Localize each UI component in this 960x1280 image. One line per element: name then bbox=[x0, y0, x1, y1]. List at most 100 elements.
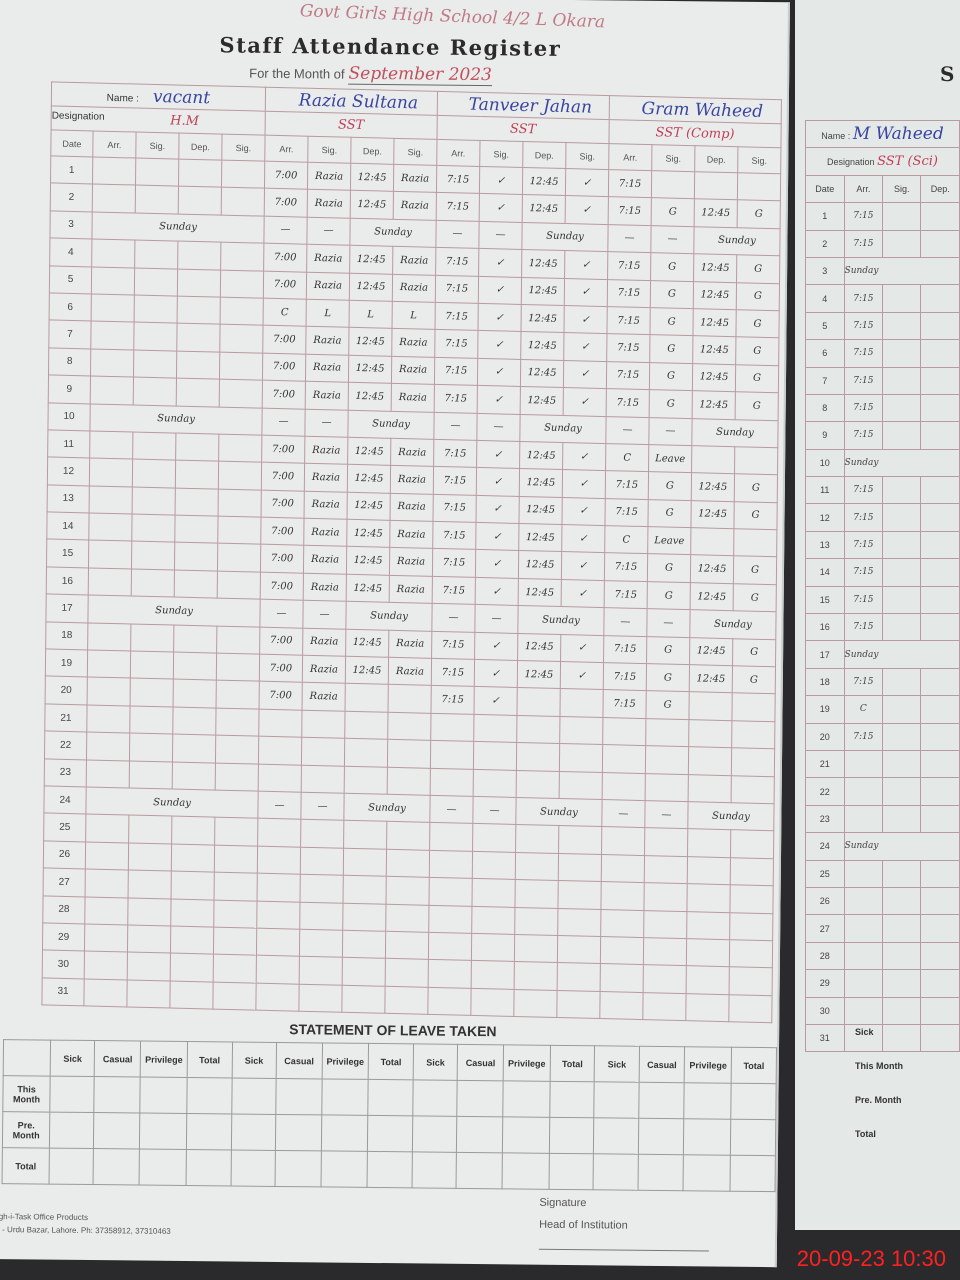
attendance-cell: 7:15 bbox=[435, 247, 479, 276]
attendance-cell bbox=[131, 541, 175, 570]
attendance-cell bbox=[129, 760, 173, 790]
attendance-cell bbox=[428, 932, 472, 961]
attendance-cell: 12:45 bbox=[521, 277, 565, 306]
attendance-cell bbox=[257, 845, 301, 875]
page2-attendance-table: Name : M Waheed Designation SST (Sci) Date… bbox=[805, 119, 960, 1053]
leave-cell bbox=[49, 1148, 94, 1185]
page2-header-row: Date Arr. Sig. Dep. bbox=[805, 174, 960, 204]
page2-sig-header: Sig. bbox=[882, 174, 922, 204]
attendance-cell: G bbox=[645, 691, 690, 720]
leave-col-header: Total bbox=[368, 1043, 414, 1080]
attendance-cell: Razia bbox=[393, 164, 437, 193]
leave-cell bbox=[683, 1154, 731, 1192]
attendance-cell: 7:00 bbox=[262, 380, 306, 409]
leave-cell bbox=[186, 1077, 232, 1114]
attendance-cell: Razia bbox=[306, 271, 350, 301]
arr-header: Arr. bbox=[608, 143, 652, 171]
attendance-cell bbox=[221, 160, 265, 189]
date-cell: 4 bbox=[49, 238, 92, 267]
dep-header: Dep. bbox=[694, 145, 738, 173]
page2-table-row: 25 bbox=[805, 859, 960, 888]
attendance-cell bbox=[730, 830, 774, 859]
attendance-cell bbox=[428, 904, 472, 934]
attendance-cell: 7:15 bbox=[605, 470, 649, 500]
page2-date-cell: 28 bbox=[805, 941, 845, 971]
leave-cell bbox=[593, 1117, 639, 1155]
attendance-cell: G bbox=[646, 636, 690, 665]
attendance-cell: 7:15 bbox=[602, 689, 647, 719]
attendance-cell bbox=[557, 880, 602, 910]
leave-cell bbox=[594, 1081, 639, 1119]
leave-cell bbox=[637, 1154, 684, 1191]
leave-col-header: Total bbox=[731, 1047, 777, 1084]
attendance-cell bbox=[215, 735, 259, 764]
attendance-cell bbox=[471, 960, 515, 990]
attendance-cell bbox=[344, 738, 388, 767]
dash-mark: — bbox=[605, 416, 650, 445]
attendance-cell: 7:15 bbox=[432, 548, 476, 578]
attendance-cell bbox=[645, 773, 689, 802]
leave-col-header: Sick bbox=[594, 1045, 640, 1083]
attendance-cell bbox=[729, 939, 773, 969]
attendance-cell bbox=[298, 983, 343, 1013]
page2-arr-cell: 7:15 bbox=[843, 202, 884, 231]
page2-table-row: 27 bbox=[805, 914, 960, 943]
page2-sig-cell bbox=[882, 229, 922, 258]
attendance-cell: Razia bbox=[307, 162, 351, 191]
attendance-cell: 7:00 bbox=[260, 572, 304, 601]
dash-mark: — bbox=[478, 221, 523, 250]
attendance-cell: G bbox=[650, 252, 694, 282]
attendance-cell bbox=[341, 984, 386, 1014]
page2-table-row: 3 Sunday bbox=[805, 256, 960, 286]
attendance-cell: ✓ bbox=[563, 387, 607, 417]
attendance-cell: Razia bbox=[391, 356, 435, 385]
attendance-cell bbox=[134, 240, 178, 269]
attendance-cell: 7:15 bbox=[432, 576, 476, 605]
leave-col-header: Casual bbox=[638, 1046, 685, 1083]
attendance-cell: 12:45 bbox=[522, 167, 566, 196]
dash-mark: — bbox=[646, 608, 691, 638]
attendance-cell bbox=[429, 822, 473, 852]
sunday-mark: Sunday bbox=[91, 211, 265, 244]
attendance-cell bbox=[559, 688, 604, 718]
page2-date-cell: 21 bbox=[805, 749, 845, 779]
attendance-cell: 12:45 bbox=[519, 441, 563, 470]
attendance-cell bbox=[130, 651, 174, 680]
page2-sunday-mark: Sunday bbox=[843, 256, 960, 286]
attendance-cell bbox=[686, 911, 730, 940]
attendance-cell: ✓ bbox=[479, 166, 523, 195]
attendance-cell bbox=[343, 820, 387, 850]
attendance-cell bbox=[169, 980, 214, 1010]
attendance-cell: C bbox=[263, 298, 307, 327]
page2-sig-cell bbox=[882, 914, 922, 943]
designation-label: Designation bbox=[51, 110, 105, 123]
page2-table-row: 31 bbox=[805, 1023, 960, 1053]
page2-sunday-mark: Sunday bbox=[843, 640, 960, 669]
attendance-cell: 7:00 bbox=[262, 325, 307, 354]
attendance-cell: 12:45 bbox=[520, 359, 564, 388]
attendance-cell bbox=[473, 714, 517, 743]
attendance-cell: ✓ bbox=[561, 579, 605, 608]
name-label: Name : bbox=[106, 92, 139, 105]
page2-sunday-mark: Sunday bbox=[843, 832, 960, 861]
attendance-cell: 12:45 bbox=[517, 660, 561, 689]
attendance-cell: ✓ bbox=[477, 303, 522, 332]
attendance-cell bbox=[87, 622, 131, 652]
attendance-cell bbox=[386, 849, 430, 878]
attendance-cell: Razia bbox=[303, 545, 347, 575]
attendance-cell bbox=[91, 266, 135, 295]
page2-date-cell: 7 bbox=[805, 366, 845, 395]
attendance-cell bbox=[171, 871, 215, 900]
leave-cell bbox=[275, 1114, 322, 1151]
sunday-mark: Sunday bbox=[89, 403, 263, 436]
attendance-cell bbox=[218, 488, 262, 518]
page2-date-cell: 10 bbox=[805, 448, 845, 478]
attendance-cell: Razia bbox=[302, 627, 346, 657]
attendance-cell: Leave bbox=[647, 526, 691, 556]
attendance-cell: 12:45 bbox=[692, 390, 736, 420]
attendance-cell bbox=[473, 741, 517, 771]
page2-date-cell: 14 bbox=[805, 558, 845, 587]
attendance-cell bbox=[516, 687, 561, 717]
page2-date-cell: 18 bbox=[805, 667, 845, 697]
attendance-cell bbox=[127, 924, 171, 954]
